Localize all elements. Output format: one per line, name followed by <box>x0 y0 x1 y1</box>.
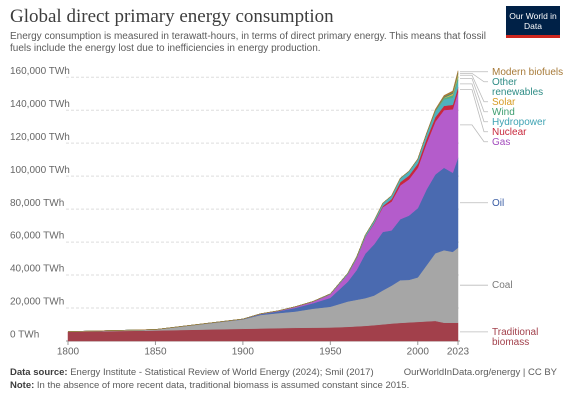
y-tick-label: 20,000 TWh <box>10 297 64 308</box>
legend-label-line: Modern biofuels <box>492 66 563 77</box>
legend-label: Solar <box>492 96 516 107</box>
label-leader <box>460 78 488 113</box>
legend-label: Other renewables <box>492 76 543 97</box>
legend-label-line: Gas <box>492 136 510 147</box>
source: Data source: Energy Institute - Statisti… <box>10 367 374 378</box>
legend-label-line: Wind <box>492 106 515 117</box>
legend-label-line: Traditional <box>492 326 541 337</box>
chart-subtitle: Energy consumption is measured in terawa… <box>10 31 486 54</box>
y-tick-label: 140,000 TWh <box>10 99 70 110</box>
x-tick-label: 2023 <box>447 347 470 358</box>
label-leader <box>460 89 488 133</box>
legend-label-line: Coal <box>492 280 513 291</box>
x-tick-label: 2000 <box>407 347 430 358</box>
legend-label-line: Solar <box>492 96 516 107</box>
y-tick-label: 100,000 TWh <box>10 165 70 176</box>
label-leader <box>460 83 488 123</box>
y-tick-label: 80,000 TWh <box>10 198 64 209</box>
note: Note: In the absence of more recent data… <box>10 380 409 391</box>
label-leader <box>460 124 488 143</box>
logo[interactable]: Our World in Data <box>506 6 560 38</box>
legend-label-line: renewables <box>492 86 543 97</box>
y-tick-label: 60,000 TWh <box>10 231 64 242</box>
legend-label: Nuclear <box>492 126 527 137</box>
legend-label: Coal <box>492 280 513 291</box>
url[interactable]: OurWorldInData.org/energy | CC BY <box>403 367 557 378</box>
x-tick-label: 1850 <box>144 347 167 358</box>
legend-label: Oil <box>492 197 504 208</box>
source-label: Data source: <box>10 367 68 378</box>
x-tick-label: 1950 <box>319 347 342 358</box>
area <box>67 70 459 332</box>
y-tick-label: 40,000 TWh <box>10 264 64 275</box>
legend-label: Modern biofuels <box>492 66 563 77</box>
note-label: Note: <box>10 380 35 391</box>
y-tick-label: 160,000 TWh <box>10 66 70 77</box>
legend-label: Gas <box>492 136 510 147</box>
legend-label-line: Oil <box>492 197 504 208</box>
note-text: In the absence of more recent data, trad… <box>36 380 410 391</box>
legend-label-line: biomass <box>492 336 529 347</box>
y-tick-label: 0 TWh <box>10 330 39 341</box>
legend-label-line: Nuclear <box>492 126 527 137</box>
label-leader <box>460 72 488 83</box>
x-tick-label: 1800 <box>57 347 80 358</box>
legend-label: Wind <box>492 106 515 117</box>
y-tick-label: 120,000 TWh <box>10 132 70 143</box>
label-leader <box>460 74 488 103</box>
legend-label: Hydropower <box>492 116 547 127</box>
chart-title: Global direct primary energy consumption <box>10 6 334 27</box>
source-text: Energy Institute - Statistical Review of… <box>70 367 374 378</box>
x-tick-label: 1900 <box>232 347 255 358</box>
legend-label: Traditional biomass <box>492 326 541 347</box>
legend-label-line: Hydropower <box>492 116 547 127</box>
legend-label-line: Other <box>492 76 520 87</box>
